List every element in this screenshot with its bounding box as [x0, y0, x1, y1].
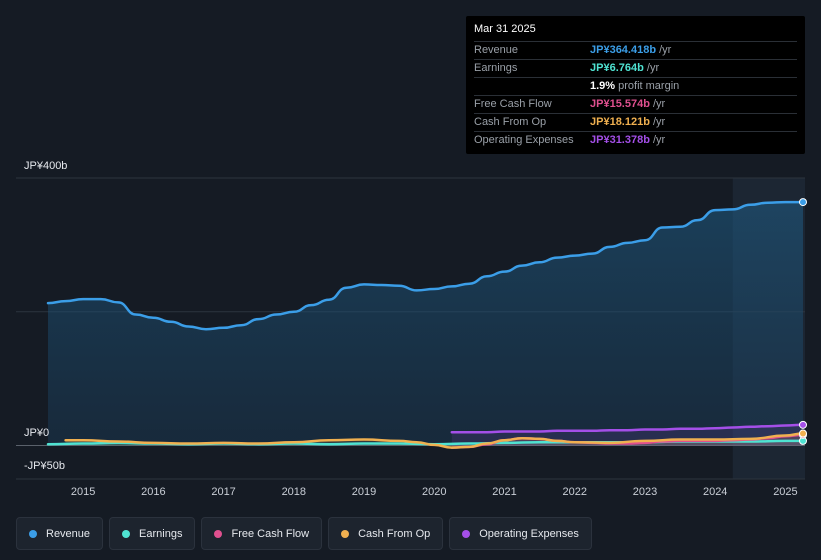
tooltip-row-value: JP¥364.418b /yr [590, 44, 672, 56]
legend-label: Earnings [139, 527, 183, 540]
legend-item-revenue[interactable]: Revenue [16, 517, 104, 550]
tooltip-row-value: JP¥31.378b /yr [590, 134, 666, 146]
tooltip-row: Operating Expenses JP¥31.378b /yr [474, 131, 797, 149]
tooltip-row-value: JP¥15.574b /yr [590, 98, 666, 110]
tooltip-row-label: Cash From Op [474, 116, 547, 128]
operating-expenses-end-dot [799, 420, 807, 429]
tooltip-row-value: 1.9% profit margin [590, 80, 680, 92]
legend-item-operating-expenses[interactable]: Operating Expenses [449, 517, 592, 550]
y-label-bottom: -JP¥50b [24, 460, 65, 472]
tooltip-row-label: Operating Expenses [474, 134, 574, 146]
cash-from-op-end-dot [799, 429, 807, 438]
revenue-end-dot [799, 198, 807, 207]
tooltip-panel: Mar 31 2025 Revenue JP¥364.418b /yr Earnin… [466, 16, 805, 154]
end-dots [799, 198, 807, 445]
tooltip-row: Free Cash Flow JP¥15.574b /yr [474, 95, 797, 113]
x-tick-label: 2025 [773, 486, 797, 498]
x-axis-ticks: 2015 2016 2017 2018 2019 2020 2021 2022 2023 2024… [71, 486, 798, 498]
legend-label: Revenue [46, 527, 91, 540]
tooltip-row-label: Free Cash Flow [474, 98, 552, 110]
tooltip-row-label: Earnings [474, 62, 518, 74]
tooltip-row: Cash From Op JP¥18.121b /yr [474, 113, 797, 131]
legend-item-free-cash-flow[interactable]: Free Cash Flow [201, 517, 323, 550]
cash-from-op-line [64, 432, 805, 449]
legend-dot-icon [462, 529, 471, 538]
tooltip-row: Earnings JP¥6.764b /yr [474, 59, 797, 77]
legend-dot-icon [214, 529, 223, 538]
tooltip-row-value: JP¥18.121b /yr [590, 116, 666, 128]
free-cash-flow-area [451, 434, 803, 448]
legend-dot-icon [29, 529, 37, 538]
revenue-area [48, 202, 803, 446]
y-label-top: JP¥400b [24, 160, 68, 172]
y-label-zero: JP¥0 [24, 427, 50, 439]
area-fills [48, 202, 804, 448]
legend-dot-icon [341, 529, 350, 538]
tooltip-row-value: JP¥6.764b /yr [590, 62, 660, 74]
x-tick-label: 2021 [492, 486, 516, 498]
x-tick-label: 2016 [141, 486, 165, 498]
tooltip-row: Revenue JP¥364.418b /yr [474, 41, 797, 59]
legend: Revenue Earnings Free Cash Flow Cash From O… [16, 517, 592, 550]
legend-dot-icon [122, 529, 131, 538]
series-lines [46, 200, 805, 449]
legend-item-cash-from-op[interactable]: Cash From Op [328, 517, 444, 550]
tooltip-row-label: Revenue [474, 44, 519, 56]
tooltip-row-label [474, 78, 590, 95]
tooltip-date: Mar 31 2025 [474, 23, 536, 35]
legend-label: Operating Expenses [479, 527, 579, 540]
legend-item-earnings[interactable]: Earnings [109, 517, 196, 550]
x-tick-label: 2023 [633, 486, 657, 498]
x-tick-label: 2020 [422, 486, 446, 498]
x-tick-label: 2019 [352, 486, 376, 498]
tooltip-row: 1.9% profit margin [474, 77, 797, 95]
revenue-line [46, 200, 805, 331]
legend-label: Cash From Op [358, 527, 431, 540]
tooltip-rows: Revenue JP¥364.418b /yr Earnings JP¥6.764b … [474, 41, 797, 149]
x-tick-label: 2022 [563, 486, 587, 498]
operating-expenses-line [450, 423, 805, 434]
x-tick-label: 2018 [282, 486, 306, 498]
x-tick-label: 2017 [211, 486, 235, 498]
x-tick-label: 2024 [703, 486, 727, 498]
legend-label: Free Cash Flow [231, 527, 310, 540]
x-tick-label: 2015 [71, 486, 95, 498]
